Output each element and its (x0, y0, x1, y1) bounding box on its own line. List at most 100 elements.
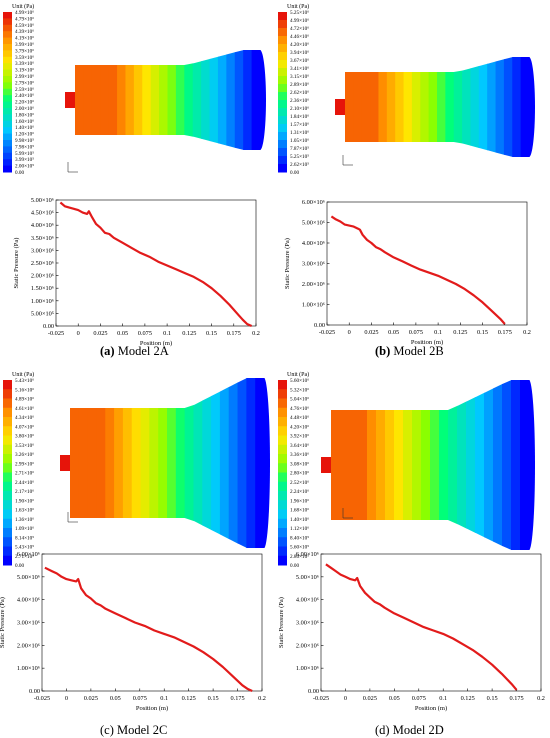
panel-caption: (d) Model 2D (375, 723, 444, 738)
colorbar-level-label: 3.92×10⁶ (290, 434, 309, 440)
colorbar-level-label: 2.80×10⁶ (290, 471, 309, 477)
x-tick-label: 0.2 (252, 330, 260, 337)
colorbar-level-label: 1.09×10⁶ (15, 526, 34, 532)
x-tick-label: 0.175 (227, 330, 241, 337)
colorbar-swatch (278, 124, 287, 133)
colorbar-swatch (278, 132, 287, 141)
colorbar-level-label: 2.24×10⁶ (290, 489, 309, 495)
x-tick-label: 0.05 (110, 695, 121, 702)
x-tick-label: 0.075 (409, 329, 423, 336)
y-tick-label: 0.00 (308, 688, 319, 695)
caption-text: Model 2D (389, 723, 444, 737)
colorbar-level-label: 8.40×10⁵ (290, 535, 309, 541)
colorbar-swatch (278, 164, 287, 173)
x-tick-label: 0.15 (206, 330, 217, 337)
caption-letter: (b) (375, 344, 391, 358)
x-tick-label: 0.05 (389, 695, 400, 702)
colorbar-level-label: 9.98×10⁵ (15, 138, 34, 144)
x-tick-label: 0.15 (487, 695, 498, 702)
panel-figure: Unit (Pa)5.25×10⁶ 4.99×10⁶ 4.72×10⁶ 4.46×10… (278, 3, 535, 346)
y-tick-label: 6.00×10⁶ (302, 199, 325, 206)
contour-band (75, 65, 85, 135)
x-tick-label: 0.05 (388, 329, 399, 336)
colorbar-level-label: 4.20×10⁶ (290, 424, 309, 430)
colorbar-swatch (278, 454, 287, 464)
colorbar-level-label: 3.99×10⁶ (15, 42, 34, 48)
colorbar-swatch (3, 69, 12, 77)
colorbar-swatch (3, 152, 12, 160)
y-tick-label: 1.00×10⁶ (302, 302, 325, 309)
colorbar-level-label: 2.79×10⁶ (15, 80, 34, 86)
colorbar-swatch (278, 116, 287, 125)
colorbar-level-label: 2.00×10⁶ (15, 106, 34, 112)
y-tick-label: 6.00×10⁶ (296, 551, 319, 558)
contour-band (209, 56, 219, 144)
contour-band (484, 388, 494, 542)
panel-c: Unit (Pa) 5.43×10⁶ 5.16×10⁶ 4.89×10⁶ 4.61×10… (0, 368, 275, 737)
colorbar-swatch (3, 56, 12, 64)
contour-band (219, 386, 230, 540)
colorbar-level-label: 5.60×10⁵ (290, 545, 309, 551)
x-tick-label: 0.1 (439, 695, 447, 702)
colorbar-level-label: 3.53×10⁶ (15, 443, 34, 449)
colorbar-level-label: 3.79×10⁶ (15, 48, 34, 54)
y-tick-label: 2.50×10⁶ (31, 260, 54, 267)
contour-band (502, 380, 512, 550)
plot-frame (55, 199, 257, 327)
contour-band (503, 57, 513, 157)
y-tick-label: 2.00×10⁶ (17, 642, 40, 649)
x-tick-label: 0.075 (133, 695, 147, 702)
colorbar-level-label: 1.57×10⁶ (290, 122, 309, 128)
contour-band (193, 400, 203, 526)
x-tick-label: 0.1 (434, 329, 442, 336)
x-tick-label: 0.125 (182, 330, 196, 337)
contour-band (412, 410, 422, 520)
colorbar-level-label: 2.17×10⁶ (15, 489, 34, 495)
colorbar-swatch (278, 100, 287, 109)
colorbar-swatch (278, 28, 287, 37)
contour-band (430, 410, 440, 520)
y-tick-label: 4.00×10⁶ (296, 597, 319, 604)
contour-band (108, 65, 118, 135)
colorbar-level-label: 1.36×10⁶ (15, 517, 34, 523)
x-tick-label: 0 (77, 330, 80, 337)
contour-band (70, 408, 80, 518)
colorbar-level-label: 4.46×10⁶ (290, 34, 309, 40)
colorbar-level-label: 4.59×10⁶ (15, 23, 34, 29)
colorbar-level-label: 2.99×10⁶ (15, 461, 34, 467)
colorbar-swatch (278, 108, 287, 117)
colorbar-level-label: 8.14×10⁵ (15, 535, 34, 541)
y-axis-label: Static Pressure (Pa) (278, 597, 285, 648)
colorbar-level-label: 4.19×10⁶ (15, 36, 34, 42)
colorbar-swatch (278, 407, 287, 418)
colorbar-level-label: 2.40×10⁶ (15, 93, 34, 99)
colorbar-level-label: 2.62×10⁵ (290, 162, 309, 168)
x-tick-label: 0.075 (138, 330, 152, 337)
colorbar-swatch (3, 165, 12, 173)
x-tick-label: 0.05 (117, 330, 128, 337)
y-tick-label: 4.00×10⁶ (17, 597, 40, 604)
contour-band (487, 61, 497, 153)
colorbar-level-label: 2.89×10⁶ (290, 82, 309, 88)
colorbar-level-label: 1.63×10⁶ (15, 508, 34, 514)
y-tick-label: 1.00×10⁶ (296, 665, 319, 672)
x-tick-label: 0.175 (498, 329, 512, 336)
contour-band (378, 72, 388, 142)
colorbar-swatch (278, 44, 287, 53)
contour-band (91, 65, 101, 135)
y-tick-label: 5.00×10⁶ (296, 574, 319, 581)
colorbar-swatch (3, 481, 12, 492)
colorbar-swatch (278, 481, 287, 492)
colorbar-swatch (278, 500, 287, 510)
colorbar-swatch (278, 156, 287, 165)
colorbar-level-label: 4.07×10⁶ (15, 424, 34, 430)
y-tick-label: 1.50×10⁶ (31, 285, 54, 292)
contour-band (133, 65, 143, 135)
colorbar-swatch (3, 444, 12, 455)
y-tick-label: 4.00×10⁶ (302, 240, 325, 247)
colorbar-level-label: 2.00×10⁵ (15, 164, 34, 170)
colorbar-swatch (3, 127, 12, 135)
plot-frame (320, 553, 542, 692)
y-tick-label: 3.00×10⁶ (31, 247, 54, 254)
colorbar-swatch (3, 88, 12, 96)
